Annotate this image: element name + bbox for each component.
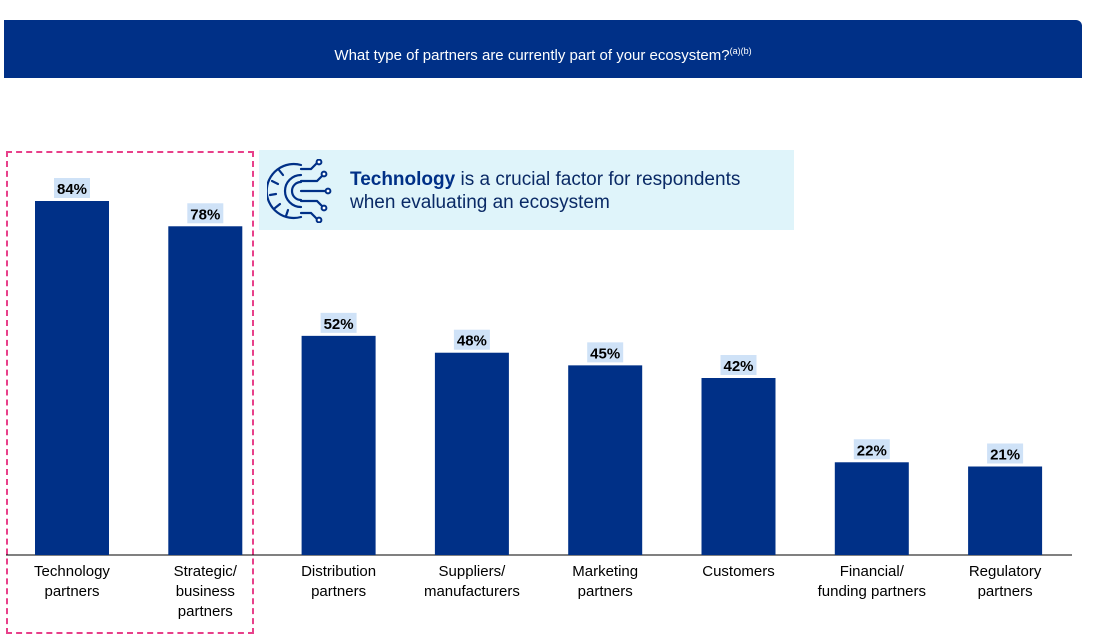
data-label-2: 78% [190, 206, 220, 223]
data-label-bg-7 [853, 439, 890, 460]
tick-label-1: Technology partners [34, 563, 110, 600]
data-label-bg-8 [987, 443, 1024, 464]
bar-4 [434, 352, 509, 555]
data-label-bg-1 [54, 178, 90, 198]
bar-5 [568, 365, 643, 555]
data-label-bg-6 [720, 355, 757, 375]
data-label-7: 22% [857, 442, 887, 459]
tick-label-2: Strategic/business partners [173, 563, 237, 620]
bar-2 [168, 226, 243, 556]
chart-title: What type of partners are currently part… [334, 47, 730, 64]
bar-8 [968, 466, 1043, 555]
data-label-8: 21% [990, 447, 1020, 464]
data-label-1: 84% [57, 181, 87, 198]
tick-label-5: Marketing partners [572, 563, 639, 600]
tick-label-7: Financial/funding partners [817, 563, 926, 600]
gear-circuit-icon [267, 159, 332, 223]
technology-callout: Technology is a crucial factor for respo… [259, 150, 794, 230]
data-label-bg-5 [587, 342, 624, 363]
bar-6 [701, 378, 776, 555]
tick-label-8: Regulatory partners [968, 563, 1042, 600]
bar-3 [301, 335, 376, 555]
bar-1 [35, 201, 109, 555]
data-label-6: 42% [723, 358, 753, 375]
title-footnote: (a)(b) [729, 46, 752, 56]
tick-label-6: Customers [702, 563, 775, 580]
bar-7 [834, 462, 909, 555]
data-label-bg-2 [187, 203, 224, 224]
callout-bold-text: Technology [350, 169, 456, 190]
chart-title-bar: What type of partners are currently part… [4, 20, 1082, 78]
tick-label-4: Suppliers/manufacturers [423, 563, 520, 600]
data-label-bg-3 [320, 312, 357, 333]
data-label-5: 45% [590, 345, 620, 362]
callout-body-text: is a crucial factor for respondents when… [350, 169, 741, 213]
data-label-3: 52% [324, 316, 354, 333]
data-label-4: 48% [457, 333, 487, 350]
callout-text: Technology is a crucial factor for respo… [350, 168, 780, 214]
tick-label-3: Distribution partners [301, 563, 377, 600]
highlight-dashed-box [6, 151, 254, 634]
data-label-bg-4 [453, 329, 490, 350]
